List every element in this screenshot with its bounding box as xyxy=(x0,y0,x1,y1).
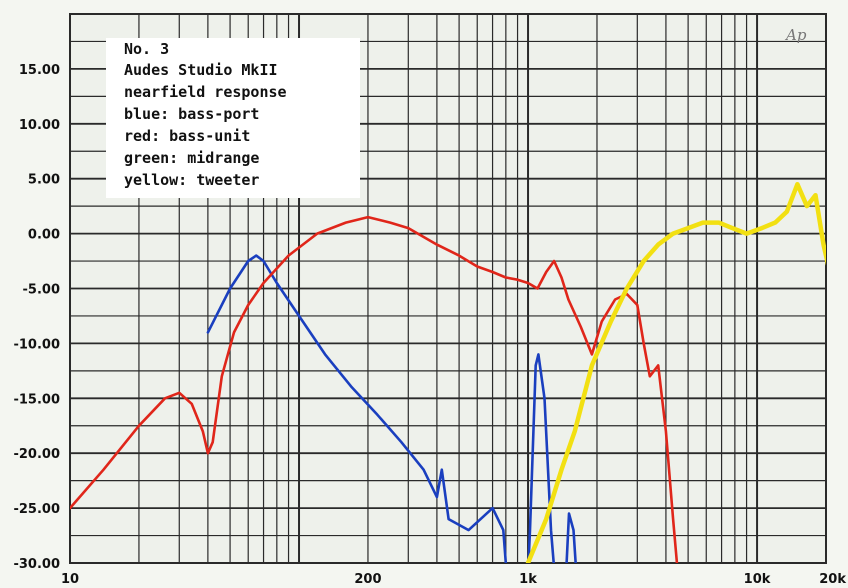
x-tick-label: 200 xyxy=(354,572,381,587)
legend-line-1: No. 3 xyxy=(124,40,169,58)
y-tick-label: -10.00 xyxy=(13,337,60,352)
series-line-4 xyxy=(70,215,679,563)
x-tick-label: 1k xyxy=(519,572,537,587)
y-tick-label: -25.00 xyxy=(13,502,60,517)
series-line-3 xyxy=(565,512,577,563)
y-tick-label: 0.00 xyxy=(28,228,60,243)
series-line-2 xyxy=(527,353,556,563)
y-tick-label: 5.00 xyxy=(28,173,60,188)
plot-frame xyxy=(69,13,827,564)
x-tick-label: 10k xyxy=(744,572,771,587)
legend-box: No. 3 Audes Studio MkII nearfield respon… xyxy=(106,38,360,198)
y-tick-label: 15.00 xyxy=(19,63,60,78)
y-tick-label: -15.00 xyxy=(13,392,60,407)
series-line-5 xyxy=(525,181,826,563)
y-tick-label: -30.00 xyxy=(13,557,60,572)
legend-line-4: blue: bass-port xyxy=(124,105,259,123)
ap-watermark: Ap xyxy=(784,26,807,44)
legend-line-2: Audes Studio MkII xyxy=(124,61,278,79)
y-tick-label: 10.00 xyxy=(19,118,60,133)
legend-line-3: nearfield response xyxy=(124,83,287,101)
axis-ticks: 15.00 10.00 5.00 0.00 -5.00 -10.00 -15.00 -20.0… xyxy=(13,63,846,587)
legend-background xyxy=(106,38,360,198)
series-layer xyxy=(70,181,826,563)
x-tick-label: 20k xyxy=(819,572,846,587)
y-tick-label: -20.00 xyxy=(13,447,60,462)
series-line-1 xyxy=(206,254,508,563)
legend-line-5: red: bass-unit xyxy=(124,127,250,145)
legend-line-7: yellow: tweeter xyxy=(124,171,259,189)
legend-line-6: green: midrange xyxy=(124,149,259,167)
y-tick-label: -5.00 xyxy=(23,283,60,298)
x-tick-label: 10 xyxy=(61,572,79,587)
